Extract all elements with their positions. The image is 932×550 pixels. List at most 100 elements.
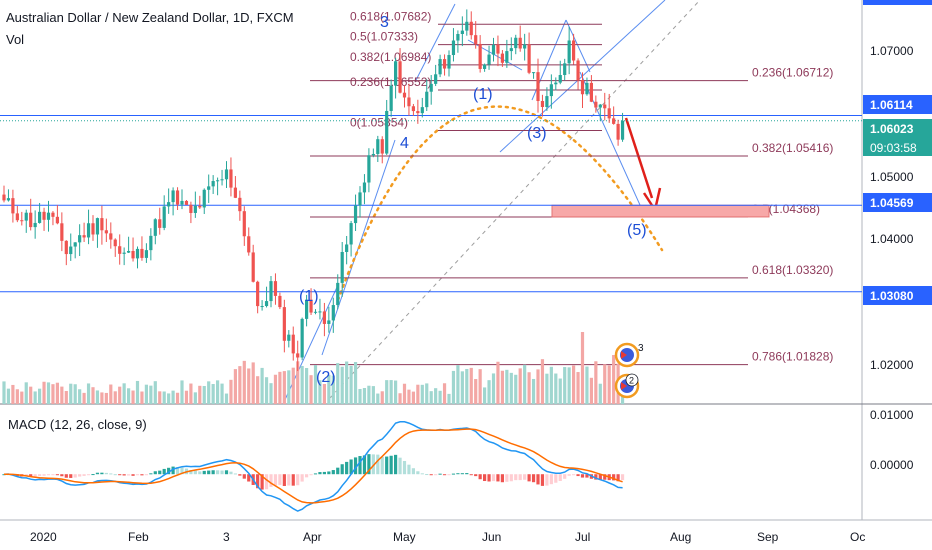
volume-bar (264, 377, 269, 404)
candle-body (42, 211, 46, 220)
candle-body (505, 51, 509, 63)
macd-histogram-bar (171, 466, 175, 475)
candle-body (167, 202, 171, 207)
macd-histogram-bar (612, 474, 616, 481)
event-badge-lower[interactable]: 2 (614, 373, 640, 399)
volume-bar (6, 388, 11, 404)
candle-body (322, 311, 326, 324)
candle-body (282, 307, 286, 341)
candle-body (135, 248, 140, 259)
dotted-arc-projection[interactable] (336, 105, 664, 302)
candle-body (580, 80, 585, 95)
volume-bar (269, 383, 273, 404)
candle-body (371, 153, 375, 156)
event-count-2: 2 (629, 376, 634, 386)
volume-bar (118, 386, 122, 404)
candle-body (603, 104, 607, 109)
event-badge-upper[interactable]: 3 (614, 342, 644, 368)
time-axis[interactable]: 2020 Feb 3 Apr May Jun Jul Aug Sep Oc (30, 530, 865, 544)
candle-body (585, 82, 589, 95)
candle-body (345, 244, 349, 252)
volume-bar (362, 388, 367, 404)
volume-bar (318, 380, 322, 404)
volume-bar (523, 364, 527, 404)
macd-histogram-bar (572, 474, 576, 476)
fib-retracement-lower[interactable]: 0.236(1.06712)0.382(1.05416)0.5(1.04368)… (310, 9, 833, 366)
candle-body (362, 182, 367, 193)
macd-histogram-bar (367, 454, 371, 475)
macd-histogram-bar (474, 474, 478, 477)
candle-body (567, 40, 571, 64)
candle-body (576, 60, 580, 81)
badge-blue-mid-text: 1.04569 (870, 196, 914, 210)
macd-histogram-bar (313, 473, 318, 475)
candle-body (536, 72, 540, 102)
volume-bar (104, 392, 108, 404)
candle-body (416, 111, 420, 114)
macd-histogram-bar (505, 474, 509, 482)
candle-body (514, 37, 518, 49)
candle-body (20, 220, 24, 222)
price-tick: 1.04000 (870, 232, 914, 246)
candle-body (198, 205, 202, 208)
candle-body (545, 96, 549, 108)
macd-histogram-bar (91, 474, 95, 476)
volume-bar (100, 392, 104, 404)
volume-bar (20, 391, 24, 404)
target-zone[interactable] (551, 204, 770, 218)
macd-histogram-bar (264, 474, 269, 490)
volume-bar (256, 376, 260, 404)
candle-body (278, 295, 282, 308)
candle-body (158, 219, 162, 228)
macd-histogram-bar (509, 474, 513, 482)
volume-bar (603, 364, 607, 404)
volume-bar (478, 369, 482, 404)
candle-body (491, 44, 496, 55)
volume-bar (220, 383, 224, 404)
candle-body (394, 61, 398, 86)
candle-body (331, 305, 335, 321)
event-count-3: 3 (638, 343, 644, 354)
volume-bar (469, 367, 473, 404)
badge-blue-lower (863, 286, 932, 305)
candle-body (144, 250, 148, 258)
volume-bar (2, 381, 6, 404)
volume-bar (42, 381, 46, 404)
badge-blue-lower-text: 1.03080 (870, 289, 914, 303)
candle-body (483, 64, 487, 69)
macd-histogram-bar (567, 474, 571, 476)
macd-histogram-bar (118, 474, 122, 476)
candle-body (140, 248, 144, 258)
candle-body (242, 211, 246, 237)
candle-body (189, 204, 193, 213)
price-tick: 1.07000 (870, 44, 914, 58)
volume-bar (411, 391, 415, 404)
volume-bar (224, 393, 229, 404)
volume-bar (144, 384, 148, 404)
macd-histogram-bar (233, 473, 237, 475)
fib-upper-label: 0.618(1.07682) (350, 9, 431, 23)
badge-blue-mid (863, 193, 932, 212)
volume-bar (598, 383, 602, 404)
macd-histogram-bar (420, 473, 424, 475)
volume-bar (149, 385, 153, 404)
volume-bar (140, 391, 144, 404)
price-axis[interactable]: 1.07000 1.05000 1.04000 1.02000 0.01000 … (870, 44, 914, 472)
candle-body (11, 198, 15, 214)
candle-body (411, 106, 415, 112)
candle-body (456, 33, 460, 41)
horizontal-levels[interactable] (0, 114, 862, 293)
candle-body (358, 192, 362, 206)
volume-bar (398, 393, 402, 404)
time-tick: 2020 (30, 530, 57, 544)
macd-histogram-bar (362, 455, 367, 475)
candles[interactable] (2, 9, 625, 372)
macd-histogram-bar (109, 473, 113, 475)
volume-bar (558, 378, 562, 404)
volume-bar (394, 380, 398, 404)
macd-histogram-bar (398, 457, 402, 475)
macd-histogram-bar (256, 474, 260, 489)
candle-body (327, 320, 331, 324)
macd-histogram-bar (113, 474, 117, 476)
